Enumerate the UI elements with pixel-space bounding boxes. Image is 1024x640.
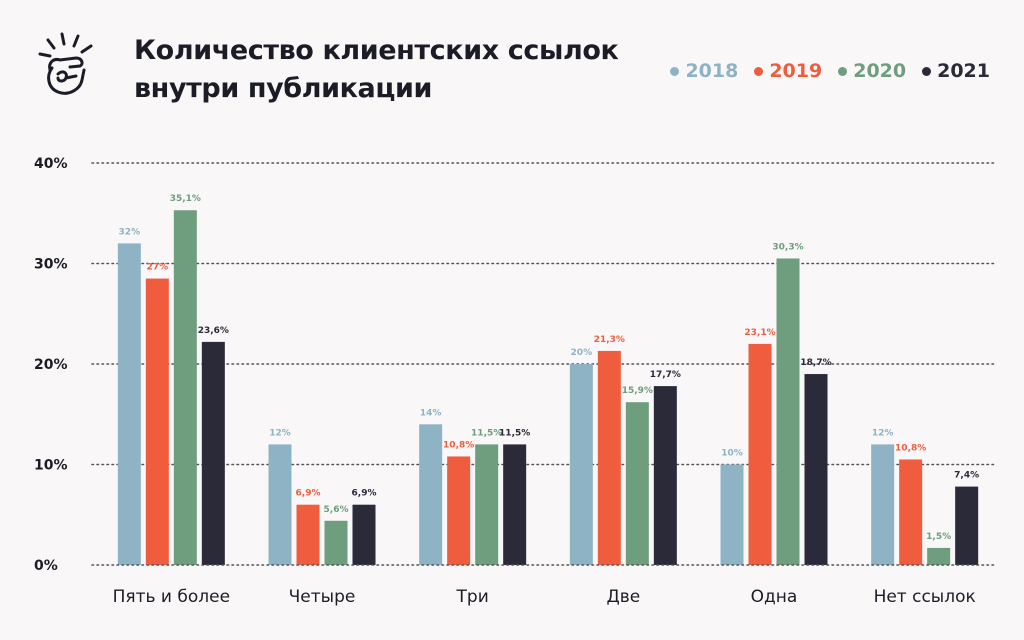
bar [503, 444, 527, 565]
bar [324, 520, 348, 565]
bar [653, 386, 677, 565]
x-tick-label: Две [606, 587, 640, 607]
y-tick-label: 0% [34, 558, 58, 574]
x-tick-label: Одна [751, 587, 798, 607]
data-label: 6,9% [352, 489, 377, 499]
legend-label: 2020 [853, 60, 907, 82]
legend-item-2020: 2020 [838, 60, 906, 82]
bar [296, 504, 320, 565]
data-label: 6,9% [296, 489, 321, 499]
chart-title: Количество клиентских ссылок внутри публ… [134, 32, 619, 108]
legend-item-2019: 2019 [754, 60, 822, 82]
bar [804, 374, 828, 565]
data-label: 10,8% [443, 440, 474, 450]
bar [625, 402, 649, 565]
data-label: 30,3% [772, 242, 803, 252]
title-line-1: Количество клиентских ссылок [134, 35, 619, 66]
x-tick-label: Четыре [289, 587, 356, 607]
data-label: 10% [721, 449, 743, 459]
bar [776, 258, 800, 565]
bar [899, 459, 923, 565]
bar [352, 504, 376, 565]
data-label: 12% [269, 428, 291, 438]
x-tick-label: Три [456, 587, 489, 607]
bar [597, 350, 621, 565]
data-label: 27% [147, 263, 169, 273]
bar [145, 278, 169, 565]
y-tick-label: 10% [34, 458, 68, 474]
data-label: 21,3% [594, 335, 625, 345]
x-tick-label: Нет ссылок [874, 587, 976, 607]
legend-dot [922, 66, 932, 76]
data-label: 18,7% [800, 358, 831, 368]
bar [871, 444, 895, 565]
x-tick-label: Пять и более [113, 587, 230, 607]
data-label: 32% [119, 227, 141, 237]
bar [720, 464, 744, 565]
bar [475, 444, 499, 565]
legend-dot [838, 66, 848, 76]
data-label: 23,6% [198, 326, 229, 336]
bar [927, 547, 951, 565]
bar [419, 424, 443, 565]
legend: 2018 2019 2020 2021 [670, 60, 990, 82]
data-label: 15,9% [622, 386, 653, 396]
bar [173, 210, 197, 566]
data-label: 10,8% [895, 443, 926, 453]
data-label: 35,1% [170, 194, 201, 204]
y-tick-label: 30% [34, 257, 68, 273]
bar [569, 364, 593, 565]
y-tick-label: 40% [34, 156, 68, 172]
legend-label: 2019 [769, 60, 823, 82]
y-tick-label: 20% [34, 357, 68, 373]
bar [201, 341, 225, 565]
data-label: 14% [420, 408, 442, 418]
legend-item-2018: 2018 [670, 60, 738, 82]
bar [748, 343, 772, 565]
bar [955, 486, 979, 565]
bar [447, 456, 471, 565]
legend-dot [754, 66, 764, 76]
legend-dot [670, 66, 680, 76]
data-label: 23,1% [744, 328, 775, 338]
legend-item-2021: 2021 [922, 60, 990, 82]
legend-label: 2021 [937, 60, 990, 82]
data-label: 12% [872, 428, 894, 438]
bar [268, 444, 292, 565]
data-label: 7,4% [954, 471, 979, 481]
data-label: 1,5% [926, 532, 951, 542]
fingers-snap-icon [38, 32, 93, 95]
data-label: 11,5% [499, 428, 530, 438]
legend-label: 2018 [685, 60, 739, 82]
data-label: 5,6% [324, 505, 349, 515]
bar [117, 243, 141, 565]
data-label: 11,5% [471, 428, 502, 438]
title-line-2: внутри публикации [134, 73, 433, 104]
data-label: 20% [571, 348, 593, 358]
data-label: 17,7% [650, 370, 681, 380]
